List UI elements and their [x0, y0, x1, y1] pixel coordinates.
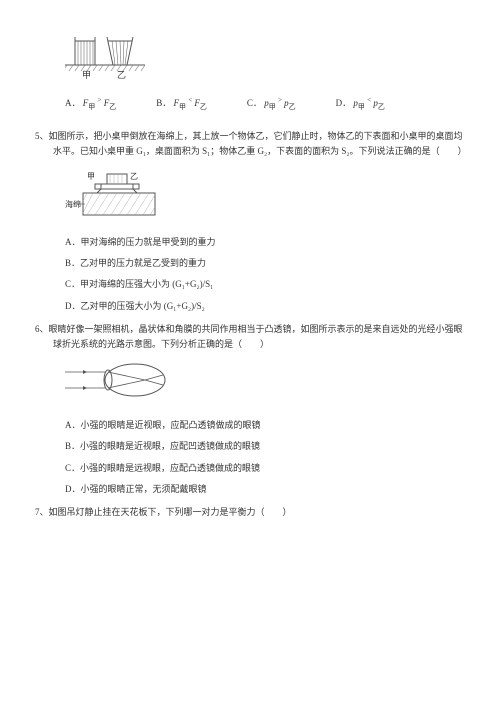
fig1-label-right: 乙 — [117, 70, 126, 80]
fig2-label-sponge: 海绵 — [65, 199, 81, 209]
q5-opt-d: D．乙对甲的压强大小为 (G₁+G₂)/S₂ — [65, 299, 465, 314]
q-num: 6、 — [35, 324, 49, 334]
q-body: 眼睛好像一架照相机，晶状体和角膜的共同作用相当于凸透镜，如图所示表示的是来自远处… — [49, 324, 463, 349]
opt-sub: 甲 — [88, 103, 95, 111]
q5-figure: 海绵 甲 乙 — [65, 165, 465, 225]
fig2-label-top: 甲 — [87, 172, 95, 181]
eye-optics-svg — [65, 358, 175, 403]
opt-sub: 乙 — [289, 103, 296, 111]
q6-opt-d: D．小强的眼睛正常，无须配戴眼镜 — [65, 482, 465, 497]
q4-opt-b: B． F甲 < F乙 — [156, 95, 207, 114]
q5-opt-b: B．乙对甲的压力就是乙受到的重力 — [65, 256, 465, 271]
fig2-label-obj: 乙 — [130, 172, 138, 181]
q6-opt-c: C．小强的眼睛是远视眼，应配凸透镜做成的眼镜 — [65, 461, 465, 476]
q4-opt-c: C． p甲 > p乙 — [247, 95, 296, 114]
containers-svg: 甲 乙 — [65, 25, 145, 80]
q4-options: A． F甲 > F乙 B． F甲 < F乙 C． p甲 > p乙 D． p甲 <… — [65, 95, 465, 114]
q7-text: 7、如图吊灯静止挂在天花板下，下列哪一对力是平衡力（ ） — [35, 505, 465, 520]
q4-figure: 甲 乙 — [65, 25, 465, 85]
opt-label: D． — [336, 98, 352, 108]
opt-label: C． — [247, 98, 262, 108]
opt-sub: 甲 — [269, 103, 276, 111]
q6-opt-a: A．小强的眼睛是近视眼，应配凸透镜做成的眼镜 — [65, 418, 465, 433]
opt-sub: 甲 — [179, 103, 186, 111]
opt-sub: 乙 — [200, 103, 207, 111]
opt-sub: 乙 — [378, 103, 385, 111]
q-body: 如图所示，把小桌甲倒放在海绵上，其上放一个物体乙，它们静止时，物体乙的下表面和小… — [49, 131, 467, 156]
q-num: 7、 — [35, 507, 49, 517]
opt-sub: 乙 — [109, 103, 116, 111]
opt-rel: > — [278, 96, 282, 104]
q4-opt-d: D． p甲 < p乙 — [336, 95, 385, 114]
q-num: 5、 — [35, 131, 49, 141]
opt-rel: > — [98, 96, 102, 104]
q6-figure — [65, 358, 465, 408]
q6-opt-b: B．小强的眼睛是近视眼，应配凹透镜做成的眼镜 — [65, 439, 465, 454]
opt-rel: < — [188, 96, 192, 104]
q6-text: 6、眼睛好像一架照相机，晶状体和角膜的共同作用相当于凸透镜，如图所示表示的是来自… — [35, 322, 465, 353]
q4-opt-a: A． F甲 > F乙 — [65, 95, 116, 114]
opt-label: B． — [156, 98, 171, 108]
sponge-table-svg: 海绵 甲 乙 — [65, 165, 160, 220]
q5-opt-a: A．甲对海绵的压力就是甲受到的重力 — [65, 235, 465, 250]
opt-sub: 甲 — [358, 103, 365, 111]
opt-rel: < — [367, 96, 371, 104]
q5-opt-c: C．甲对海绵的压强大小为 (G₁+G₂)/S₁ — [65, 277, 465, 292]
q5-text: 5、如图所示，把小桌甲倒放在海绵上，其上放一个物体乙，它们静止时，物体乙的下表面… — [35, 129, 465, 160]
opt-label: A． — [65, 98, 81, 108]
q-body: 如图吊灯静止挂在天花板下，下列哪一对力是平衡力（ ） — [49, 507, 292, 517]
fig1-label-left: 甲 — [82, 70, 91, 80]
